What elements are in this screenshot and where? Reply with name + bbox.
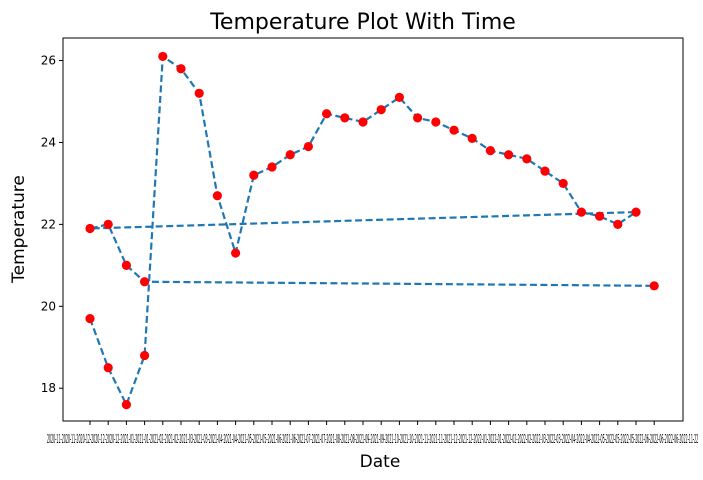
data-point (340, 113, 350, 123)
plot-frame (62, 37, 684, 422)
data-point (194, 88, 204, 98)
data-point (467, 133, 477, 143)
data-point (231, 248, 241, 258)
x-tick-labels: 2020-11-2020-11-2020-12-2020-12-2020-12-… (47, 432, 698, 446)
y-tick-label: 18 (41, 381, 56, 395)
data-point (358, 117, 368, 127)
data-point (504, 150, 514, 160)
data-point (394, 92, 404, 102)
y-tick-label: 20 (41, 299, 56, 313)
chart-title: Temperature Plot With Time (209, 10, 516, 35)
data-point (431, 117, 441, 127)
data-point (85, 313, 95, 324)
plot-area (85, 51, 659, 410)
series-line (88, 55, 655, 406)
data-point (176, 64, 186, 74)
data-point (413, 113, 423, 123)
y-axis: 18 20 22 24 26 (41, 54, 63, 395)
data-point (303, 141, 313, 152)
y-axis-label: Temperature (9, 175, 29, 284)
data-point (140, 350, 150, 361)
data-point (522, 154, 532, 164)
data-point (613, 219, 623, 229)
data-point (267, 162, 277, 172)
data-point (285, 150, 295, 160)
data-point (485, 146, 495, 156)
y-tick-label: 24 (41, 135, 56, 149)
x-axis: 2020-11-2020-11-2020-12-2020-12-2020-12-… (47, 421, 698, 446)
data-point (576, 207, 587, 217)
data-point (595, 211, 605, 221)
x-axis-label: Date (360, 452, 401, 472)
data-point (121, 260, 131, 270)
data-point (121, 400, 131, 410)
data-point (158, 51, 168, 62)
data-point (103, 219, 113, 229)
data-point (449, 125, 459, 135)
data-point (376, 105, 386, 115)
data-point (540, 166, 550, 176)
y-tick-label: 26 (41, 54, 56, 68)
data-point (249, 170, 259, 180)
data-point (649, 281, 659, 291)
data-point (140, 277, 150, 287)
data-point (631, 207, 641, 217)
data-point (322, 109, 332, 119)
data-point (103, 363, 113, 373)
data-point (85, 223, 95, 234)
data-point (558, 178, 568, 189)
data-point (212, 191, 222, 201)
y-tick-label: 22 (41, 217, 56, 231)
